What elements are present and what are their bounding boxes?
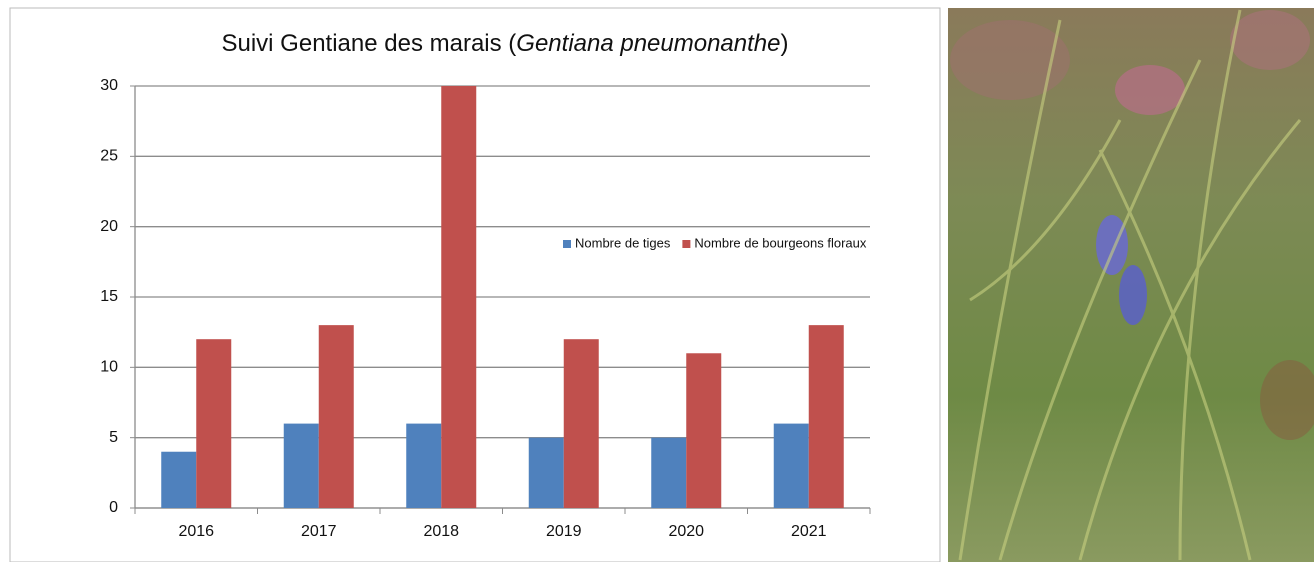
photo <box>948 8 1314 562</box>
y-tick-label: 25 <box>100 148 118 165</box>
title-part: Gentiana pneumonanthe <box>516 30 780 57</box>
x-tick-label: 2021 <box>791 523 827 540</box>
bar <box>441 86 476 508</box>
legend-swatch <box>563 240 571 248</box>
bar <box>529 438 564 508</box>
y-tick-label: 10 <box>100 359 118 376</box>
x-tick-label: 2016 <box>178 523 214 540</box>
x-tick-label: 2020 <box>668 523 704 540</box>
bar <box>564 339 599 508</box>
bar <box>284 424 319 508</box>
chart-title: Suivi Gentiane des marais (Gentiana pneu… <box>221 30 788 57</box>
legend-swatch <box>682 240 690 248</box>
bar <box>651 438 686 508</box>
title-part: Suivi Gentiane des marais ( <box>221 30 516 57</box>
x-tick-label: 2017 <box>301 523 337 540</box>
x-tick-label: 2019 <box>546 523 582 540</box>
y-tick-label: 20 <box>100 218 118 235</box>
bar <box>809 325 844 508</box>
title-part: ) <box>781 30 789 57</box>
bar <box>196 339 231 508</box>
x-tick-label: 2018 <box>423 523 459 540</box>
bar <box>319 325 354 508</box>
legend-label: Nombre de bourgeons floraux <box>694 235 866 250</box>
page: Suivi Gentiane des marais (Gentiana pneu… <box>0 0 1314 562</box>
bar <box>774 424 809 508</box>
y-tick-label: 0 <box>109 499 118 516</box>
bar <box>686 353 721 508</box>
bar <box>406 424 441 508</box>
bar <box>161 452 196 508</box>
legend-label: Nombre de tiges <box>575 235 671 250</box>
y-tick-label: 5 <box>109 429 118 446</box>
y-tick-label: 30 <box>100 77 118 94</box>
y-tick-label: 15 <box>100 288 118 305</box>
